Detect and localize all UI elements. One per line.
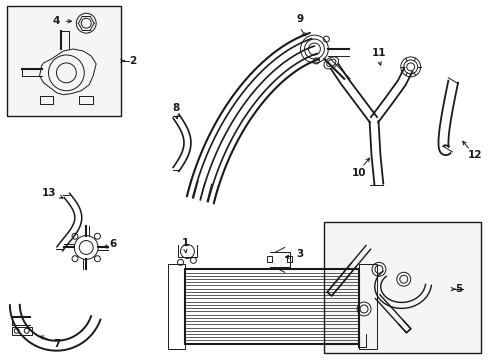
Text: 5: 5 [454, 284, 461, 294]
Text: 9: 9 [295, 14, 303, 24]
Bar [266, 256, 271, 262]
Bar [167, 264, 185, 349]
Bar [40, 96, 53, 104]
Text: 1: 1 [182, 238, 189, 248]
Text: 2: 2 [129, 56, 136, 66]
Bar [185, 269, 358, 344]
Bar [79, 96, 93, 104]
Text: 4: 4 [53, 16, 60, 26]
Bar [12, 327, 32, 335]
Text: 10: 10 [351, 168, 366, 178]
Text: 6: 6 [109, 239, 117, 249]
Text: 3: 3 [295, 249, 303, 260]
Text: 7: 7 [53, 339, 60, 349]
Text: 13: 13 [42, 188, 57, 198]
Bar [286, 256, 291, 262]
Text: 12: 12 [467, 150, 482, 160]
Text: 8: 8 [172, 103, 179, 113]
Bar [358, 264, 376, 349]
Bar [7, 6, 121, 116]
Text: 11: 11 [371, 48, 386, 58]
Bar [324, 222, 480, 353]
